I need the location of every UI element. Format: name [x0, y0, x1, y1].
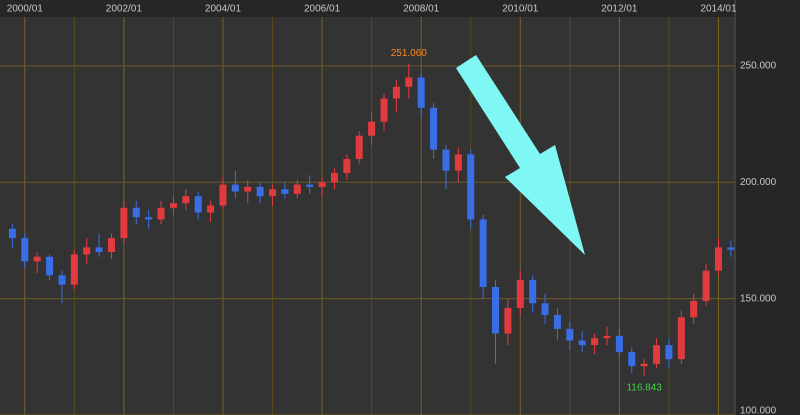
candle-body [269, 189, 277, 197]
candle-body [591, 338, 599, 346]
candle-body [281, 189, 289, 194]
candle-body [702, 270, 710, 301]
annotation: 251.060 [391, 48, 428, 59]
candle-body [182, 196, 190, 204]
candle-body [417, 77, 425, 108]
candle-body [330, 172, 338, 183]
candle-body [70, 254, 78, 285]
candle-body [343, 158, 351, 173]
candle-body [169, 203, 177, 208]
candle-body [145, 217, 153, 220]
candle-body [653, 345, 661, 364]
candle-body [405, 77, 413, 87]
annotation: 116.843 [626, 382, 662, 393]
candle-body [95, 247, 103, 253]
candle-body [306, 184, 314, 187]
candle-body [492, 286, 500, 334]
candle-body [355, 135, 363, 159]
candle-body [640, 363, 648, 367]
candle-body [442, 149, 450, 171]
candle-body [207, 205, 215, 213]
candle-body [504, 307, 512, 334]
arrow [456, 55, 585, 255]
candle-body [157, 207, 165, 220]
candle-body [677, 317, 685, 360]
candle-body [479, 219, 487, 287]
y-tick-label: 100.000 [740, 406, 777, 415]
candle-body [368, 121, 376, 136]
candle-body [454, 154, 462, 171]
candle-body [529, 280, 537, 304]
candle-body [120, 207, 128, 239]
x-tick-label: 2006/01 [304, 4, 341, 15]
candle-body [380, 98, 388, 122]
y-tick-label: 200.000 [740, 177, 777, 188]
candle-body [516, 280, 524, 308]
candle-body [256, 186, 264, 197]
candle-body [21, 238, 29, 262]
candle-body [566, 328, 574, 341]
candle-body [727, 247, 735, 250]
candle-body [714, 247, 722, 271]
x-tick-label: 2012/01 [601, 4, 638, 15]
candle-body [553, 314, 561, 329]
candle-body [231, 184, 239, 192]
candle-body [603, 335, 611, 339]
candle-body [83, 247, 91, 255]
candle-body [58, 275, 66, 285]
candle-body [46, 256, 54, 276]
x-tick-label: 2014/01 [700, 4, 737, 15]
x-tick-label: 2000/01 [7, 4, 44, 15]
candle-body [690, 300, 698, 318]
candle-body [541, 303, 549, 315]
candle-body [132, 207, 140, 218]
candle-body [665, 345, 673, 360]
candle-body [33, 256, 41, 262]
candle-body [392, 86, 400, 99]
candle-body [615, 335, 623, 353]
candle-body [194, 196, 202, 213]
y-tick-label: 150.000 [740, 293, 777, 304]
x-tick-label: 2002/01 [106, 4, 143, 15]
candle-body [318, 182, 326, 187]
candle-body [219, 184, 227, 206]
candle-body [107, 238, 115, 253]
y-tick-label: 250.000 [740, 61, 777, 72]
candle-body [467, 154, 475, 220]
plot-area [0, 17, 735, 415]
candle-body [430, 107, 438, 150]
candle-body [578, 340, 586, 346]
candle-body [8, 228, 16, 239]
candle-body [244, 186, 252, 192]
candle-body [293, 184, 301, 194]
x-tick-label: 2004/01 [205, 4, 242, 15]
x-tick-label: 2010/01 [502, 4, 539, 15]
candle-body [628, 352, 636, 367]
x-tick-label: 2008/01 [403, 4, 440, 15]
